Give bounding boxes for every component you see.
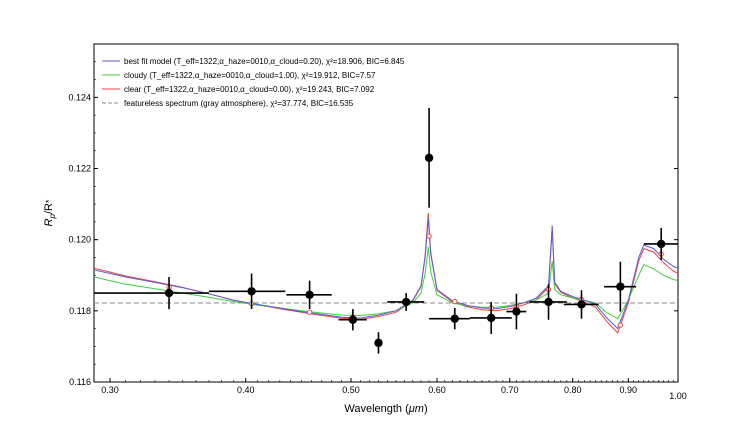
observation-layer bbox=[94, 108, 678, 354]
observation-point bbox=[374, 338, 383, 348]
legend-entry-text: best fit model (T_eff=1322,α_haze=0010,α… bbox=[124, 57, 405, 66]
x-tick-label: 0.80 bbox=[564, 385, 582, 395]
y-axis-ticks: 0.116 0.118 0.120 0.122 0.124 bbox=[68, 61, 678, 387]
series-line-best-fit-model bbox=[94, 218, 678, 330]
y-tick-label: 0.122 bbox=[68, 164, 91, 174]
observation-point bbox=[616, 282, 625, 291]
series-line-clear bbox=[94, 212, 678, 334]
x-tick-label: 0.30 bbox=[101, 385, 119, 395]
observation-point bbox=[305, 290, 314, 300]
x-axis-label: Wavelength (μm) bbox=[344, 403, 427, 415]
observation-point bbox=[512, 307, 521, 316]
observation-point bbox=[424, 153, 434, 163]
model-marker bbox=[426, 233, 432, 239]
y-axis-label: Rp/R* bbox=[43, 199, 57, 226]
model-marker bbox=[452, 298, 458, 305]
observation-point bbox=[486, 313, 496, 323]
x-tick-label: 1.00 bbox=[669, 391, 687, 401]
x-axis-ticks: 0.30 0.40 0.50 0.60 0.70 0.80 0.90 1.00 bbox=[93, 378, 687, 401]
x-tick-label: 0.50 bbox=[342, 385, 360, 395]
observation-point bbox=[544, 297, 553, 307]
legend-entry-text: cloudy (T_eff=1322,α_haze=0010,α_cloud=1… bbox=[124, 71, 376, 80]
observation-point bbox=[247, 287, 256, 296]
x-tick-label: 0.60 bbox=[428, 385, 446, 395]
observation-point bbox=[164, 288, 174, 298]
observation-point bbox=[348, 315, 358, 324]
y-tick-label: 0.120 bbox=[68, 235, 91, 245]
model-series-layer bbox=[94, 212, 678, 334]
plot-frame bbox=[93, 43, 679, 383]
legend-entry-text: clear (T_eff=1322,α_haze=0010,α_cloud=0.… bbox=[124, 85, 375, 94]
x-tick-label: 0.90 bbox=[620, 385, 638, 395]
observation-point bbox=[656, 239, 666, 249]
y-tick-label: 0.118 bbox=[69, 306, 91, 316]
legend: best fit model (T_eff=1322,α_haze=0010,α… bbox=[102, 57, 405, 108]
observation-point bbox=[401, 297, 411, 307]
observation-point bbox=[577, 300, 586, 309]
model-marker bbox=[306, 309, 313, 315]
legend-entry-text: featureless spectrum (gray atmosphere), … bbox=[124, 99, 354, 108]
x-tick-label: 0.70 bbox=[501, 385, 519, 395]
x-tick-label: 0.40 bbox=[237, 385, 255, 395]
model-marker bbox=[617, 322, 624, 328]
y-tick-label: 0.124 bbox=[68, 92, 91, 102]
observation-point bbox=[450, 314, 459, 323]
y-tick-label: 0.116 bbox=[69, 377, 91, 387]
